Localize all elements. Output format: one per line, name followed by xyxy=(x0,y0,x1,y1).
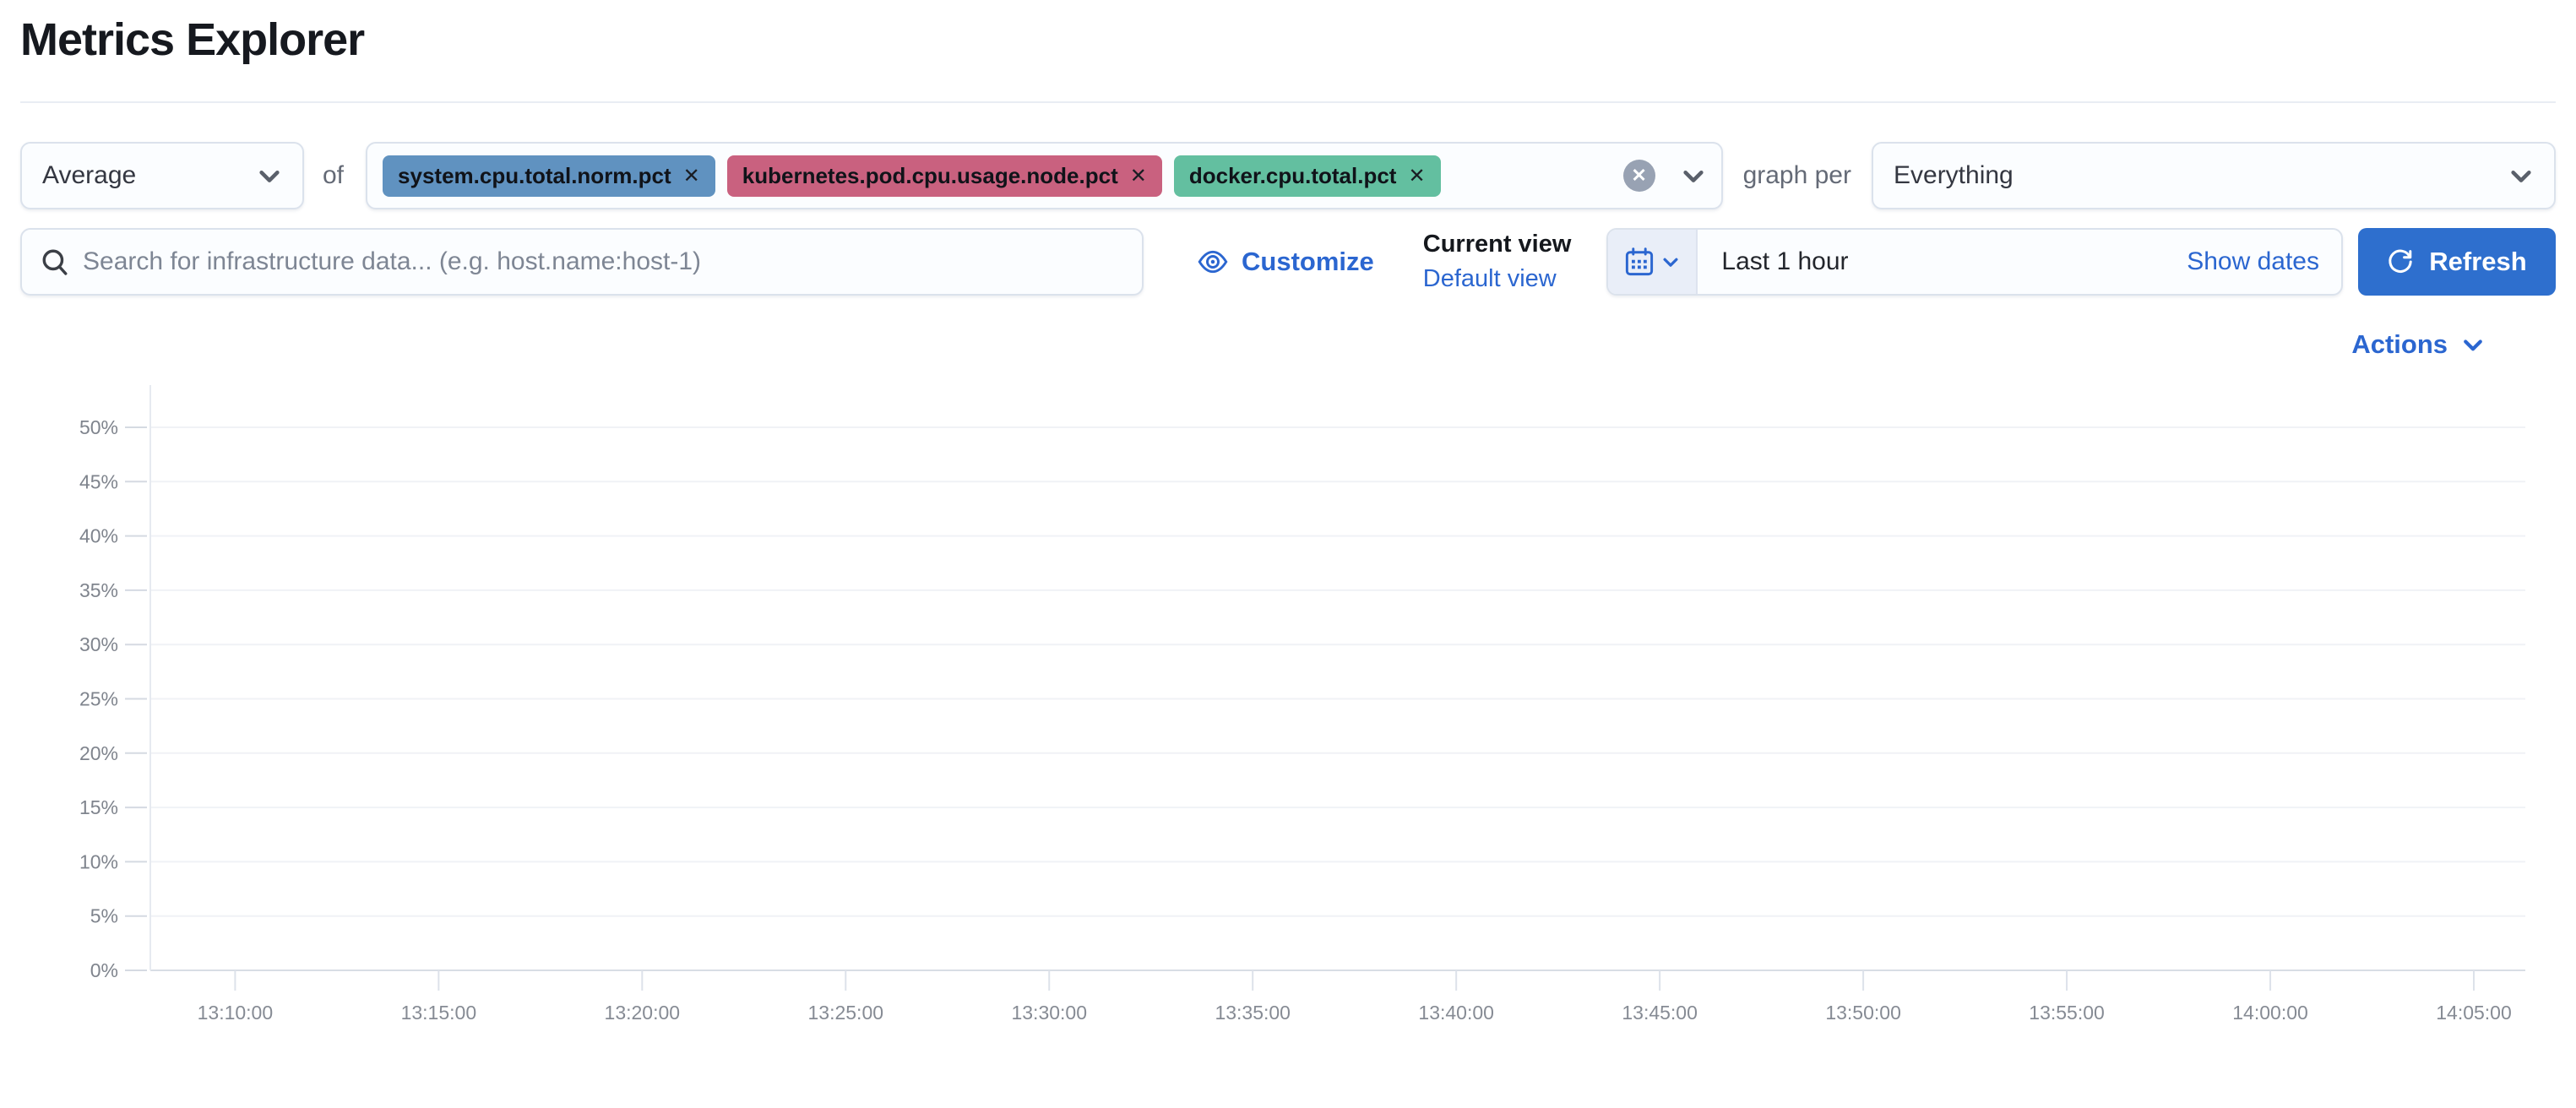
of-label: of xyxy=(323,161,345,189)
time-range-value[interactable]: Last 1 hour xyxy=(1721,247,1849,275)
page-title: Metrics Explorer xyxy=(20,14,365,65)
y-tick-label: 45% xyxy=(79,470,118,492)
graph-per-label: graph per xyxy=(1742,161,1851,189)
chevron-down-icon xyxy=(2511,171,2531,182)
quick-select-menu[interactable] xyxy=(1608,230,1698,294)
x-tick-label: 13:30:00 xyxy=(1011,1002,1087,1024)
x-tick-label: 13:25:00 xyxy=(808,1002,884,1024)
y-tick-label: 15% xyxy=(79,796,118,818)
actions-menu-button[interactable]: Actions xyxy=(2351,329,2485,360)
y-tick-label: 30% xyxy=(79,633,118,655)
y-tick-label: 20% xyxy=(79,742,118,764)
y-tick-label: 40% xyxy=(79,525,118,547)
remove-metric-icon[interactable]: ✕ xyxy=(682,164,700,187)
metric-pill-list: system.cpu.total.norm.pct ✕ kubernetes.pod… xyxy=(383,155,1611,197)
chevron-down-icon xyxy=(2464,339,2482,351)
y-tick-label: 5% xyxy=(90,905,118,927)
y-tick-label: 50% xyxy=(79,416,118,438)
aggregation-select[interactable]: Average xyxy=(20,142,304,209)
customize-button[interactable]: Customize xyxy=(1198,247,1374,277)
metric-pill-label: system.cpu.total.norm.pct xyxy=(398,162,671,188)
metrics-explorer-page: Metrics Explorer Average of system.cpu.t… xyxy=(20,14,2556,1048)
metric-pill[interactable]: docker.cpu.total.pct ✕ xyxy=(1173,155,1441,197)
y-axis: 0% 5% 10% 15% 20% 25% 30% 35% 40% 45% 50% xyxy=(79,385,2525,981)
chevron-down-icon xyxy=(259,171,280,182)
default-view-link[interactable]: Default view xyxy=(1422,265,1557,292)
x-tick-label: 13:10:00 xyxy=(198,1002,274,1024)
metric-pill[interactable]: system.cpu.total.norm.pct ✕ xyxy=(383,155,715,197)
group-by-value: Everything xyxy=(1894,161,2014,189)
refresh-icon xyxy=(2389,249,2412,273)
search-field[interactable] xyxy=(20,228,1144,296)
actions-label: Actions xyxy=(2351,329,2448,359)
metrics-chart[interactable]: 0% 5% 10% 15% 20% 25% 30% 35% 40% 45% 50% 13:10:00 1… xyxy=(20,368,2556,1048)
refresh-label: Refresh xyxy=(2429,247,2527,276)
metric-pill-label: kubernetes.pod.cpu.usage.node.pct xyxy=(742,162,1118,188)
x-axis: 13:10:00 13:15:00 13:20:00 13:25:00 13:30:00… xyxy=(198,970,2512,1024)
x-tick-label: 13:45:00 xyxy=(1622,1002,1698,1024)
clear-metrics-icon[interactable]: ✕ xyxy=(1622,160,1655,192)
aggregation-value: Average xyxy=(42,161,137,189)
remove-metric-icon[interactable]: ✕ xyxy=(1408,164,1426,187)
y-tick-label: 35% xyxy=(79,579,118,601)
y-tick-label: 0% xyxy=(90,959,118,981)
metrics-combobox[interactable]: system.cpu.total.norm.pct ✕ kubernetes.pod… xyxy=(366,142,1723,209)
line-chart-canvas[interactable]: 0%5%10%15%20%25%30%35%40%45%50%13:10:00 1… xyxy=(20,368,2556,1044)
x-tick-label: 14:05:00 xyxy=(2436,1002,2512,1024)
metric-toolbar: Average of system.cpu.total.norm.pct ✕ kub… xyxy=(20,142,2556,209)
x-tick-label: 13:15:00 xyxy=(401,1002,477,1024)
customize-label: Customize xyxy=(1242,247,1374,276)
query-toolbar: Customize Current view Default view La xyxy=(20,228,2556,296)
eye-icon xyxy=(1198,250,1228,274)
calendar-icon xyxy=(1626,247,1654,276)
x-tick-label: 13:35:00 xyxy=(1215,1002,1291,1024)
current-view-label: Current view xyxy=(1422,231,1572,258)
metric-pill-label: docker.cpu.total.pct xyxy=(1188,162,1397,188)
refresh-button[interactable]: Refresh xyxy=(2358,228,2556,296)
x-tick-label: 13:55:00 xyxy=(2029,1002,2105,1024)
y-tick-label: 25% xyxy=(79,688,118,710)
metric-pill[interactable]: kubernetes.pod.cpu.usage.node.pct ✕ xyxy=(726,155,1162,197)
chevron-down-icon xyxy=(1663,258,1678,267)
x-tick-label: 13:50:00 xyxy=(1825,1002,1901,1024)
group-by-select[interactable]: Everything xyxy=(1872,142,2556,209)
time-range-picker[interactable]: Last 1 hour Show dates xyxy=(1606,228,2343,296)
chart-actions-row: Actions xyxy=(20,329,2556,360)
x-tick-label: 13:40:00 xyxy=(1418,1002,1494,1024)
header-divider xyxy=(20,101,2556,103)
show-dates-link[interactable]: Show dates xyxy=(2187,247,2319,275)
x-tick-label: 13:20:00 xyxy=(605,1002,681,1024)
search-icon xyxy=(42,249,68,275)
x-tick-label: 14:00:00 xyxy=(2232,1002,2308,1024)
remove-metric-icon[interactable]: ✕ xyxy=(1129,164,1147,187)
y-tick-label: 10% xyxy=(79,850,118,872)
view-switcher: Current view Default view xyxy=(1423,231,1572,293)
search-input[interactable] xyxy=(83,247,1123,276)
chevron-down-icon[interactable] xyxy=(1681,163,1706,188)
